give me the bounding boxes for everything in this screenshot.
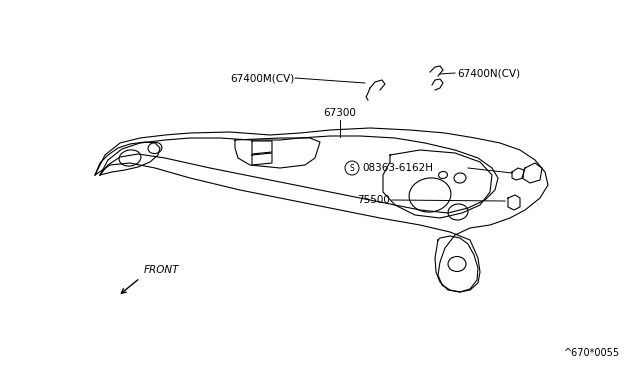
- Text: 75500: 75500: [357, 195, 390, 205]
- Text: 67400N(CV): 67400N(CV): [457, 68, 520, 78]
- Text: 67400M(CV): 67400M(CV): [231, 73, 295, 83]
- Text: 08363-6162H: 08363-6162H: [362, 163, 433, 173]
- Text: FRONT: FRONT: [144, 265, 179, 275]
- Text: S: S: [349, 164, 355, 173]
- Text: 67300: 67300: [324, 108, 356, 118]
- Text: ^670*0055: ^670*0055: [564, 348, 620, 358]
